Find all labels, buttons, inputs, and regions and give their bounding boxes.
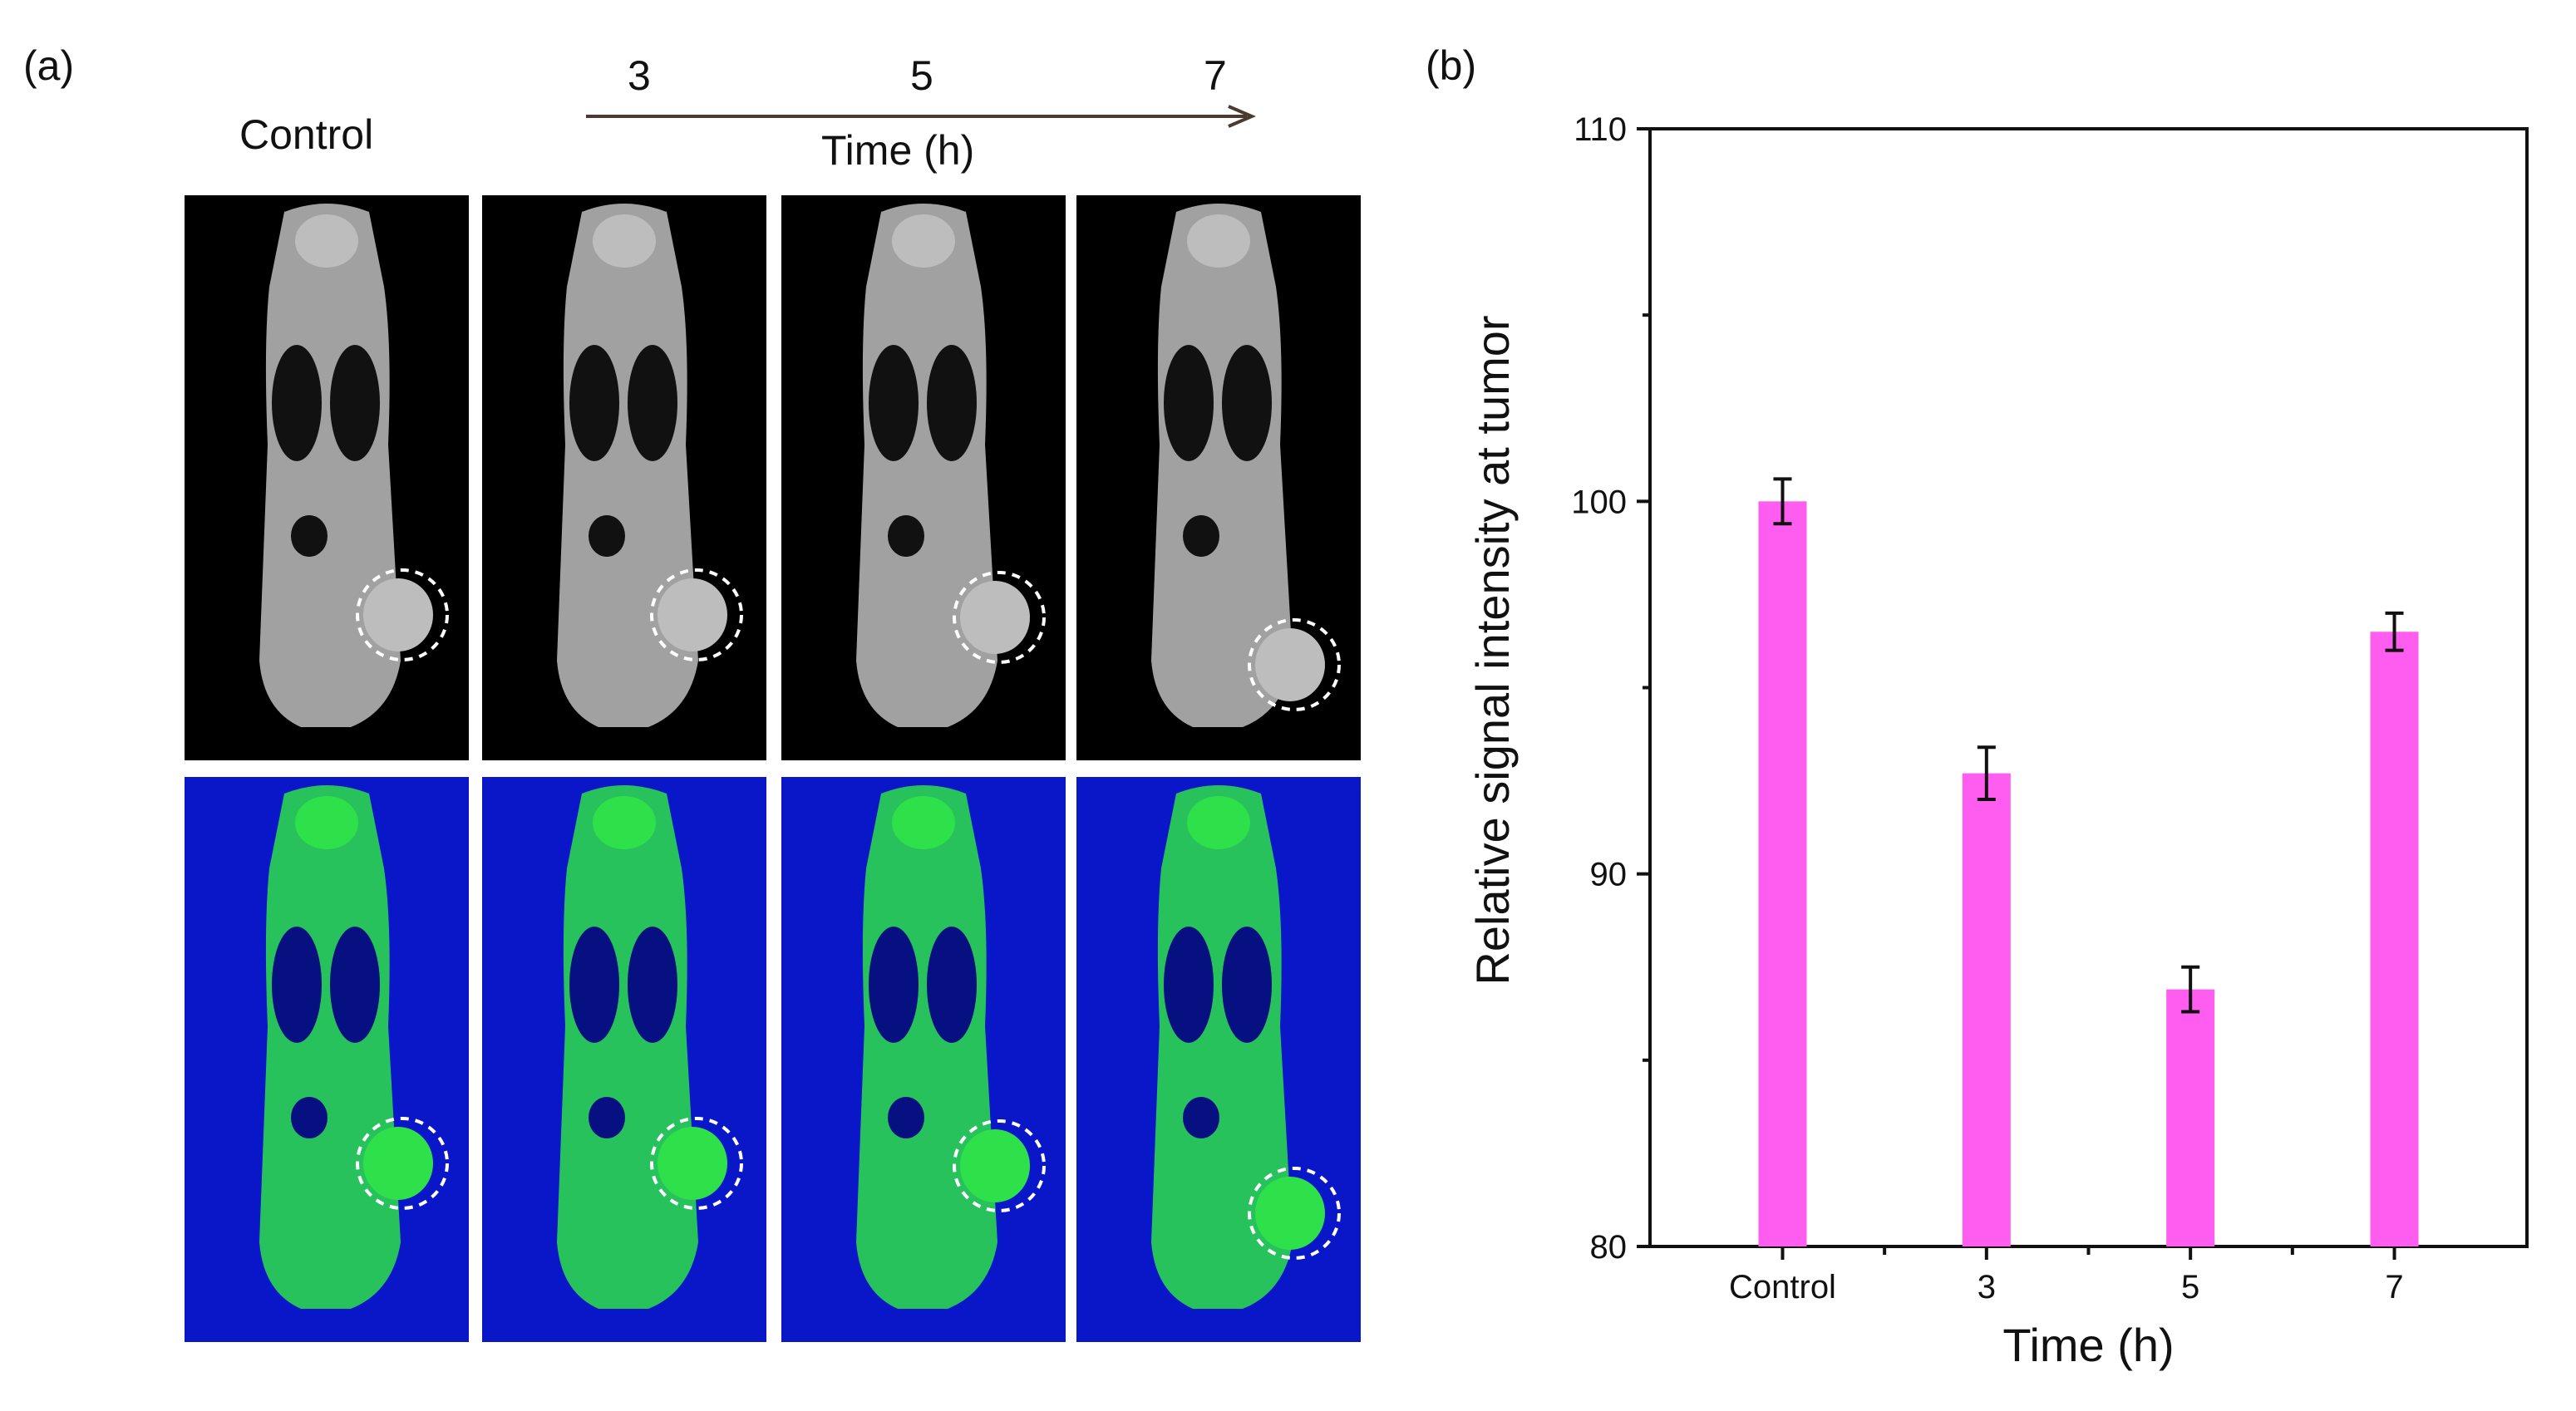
timeline-axis-label: Time (h) (821, 127, 975, 174)
time-arrow (586, 105, 1257, 128)
x-tick-label-3: 3 (1978, 1269, 1996, 1305)
mri-tile-grayscale-2 (482, 195, 766, 760)
y-tick-label-100: 100 (1571, 484, 1627, 520)
y-tick-label-110: 110 (1574, 111, 1627, 148)
y-tick-label-80: 80 (1590, 1229, 1628, 1266)
timeline-tick-5: 5 (910, 52, 933, 99)
mri-tile-colormap-3 (781, 777, 1066, 1342)
timeline-tick-3: 3 (628, 52, 651, 99)
panel-a-label: (a) (23, 42, 75, 89)
x-tick-label-7: 7 (2385, 1269, 2403, 1305)
panel-b-label: (b) (1426, 42, 1477, 89)
y-tick-label-90: 90 (1590, 857, 1628, 893)
mri-tile-grayscale-1 (185, 195, 469, 760)
bar-5 (2166, 989, 2215, 1246)
x-tick-label-Control: Control (1729, 1269, 1836, 1305)
mri-tile-grayscale-3 (781, 195, 1066, 760)
bar-Control (1758, 501, 1807, 1246)
mri-tile-colormap-1 (185, 777, 469, 1342)
control-label: Control (239, 111, 374, 158)
x-axis-label: Time (h) (2002, 1319, 2174, 1371)
timeline-tick-7: 7 (1204, 52, 1227, 99)
y-axis-label: Relative signal intensity at tumor (1466, 315, 1519, 985)
mri-tile-grayscale-4 (1076, 195, 1361, 760)
bar-3 (1962, 773, 2011, 1246)
mri-tile-colormap-2 (482, 777, 766, 1342)
bar-7 (2370, 632, 2419, 1246)
mri-tile-colormap-4 (1076, 777, 1361, 1342)
x-tick-label-5: 5 (2181, 1269, 2199, 1305)
